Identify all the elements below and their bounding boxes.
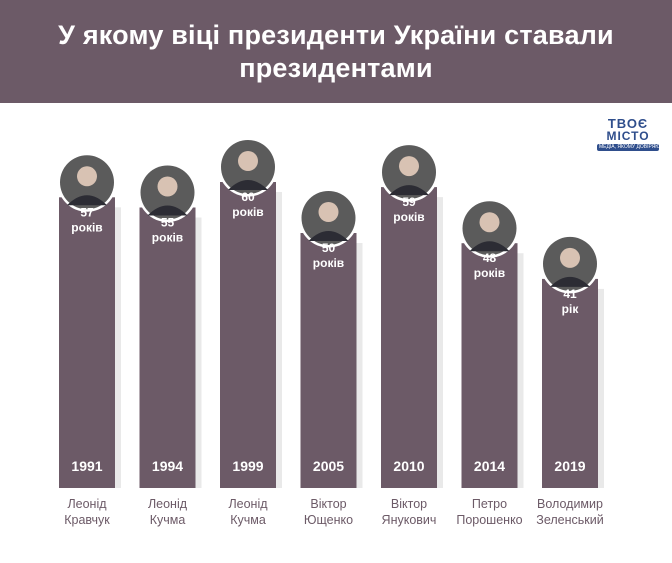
portrait-suit [228, 180, 268, 190]
age-value: 57 [80, 205, 94, 219]
title-line-1: У якому віці президенти України ставали [58, 19, 614, 50]
age-unit: років [313, 256, 344, 270]
age-unit: років [393, 210, 424, 224]
president-name: Ющенко [304, 513, 353, 527]
portrait-suit [147, 205, 188, 216]
portrait-face [77, 166, 97, 187]
year-label: 2014 [474, 458, 505, 474]
portrait-suit [67, 195, 107, 206]
age-value: 48 [483, 251, 497, 265]
bar [139, 207, 196, 488]
portrait-face [238, 151, 258, 171]
year-label: 2005 [313, 458, 344, 474]
president-name: Зеленський [536, 513, 603, 527]
president-name: Кучма [230, 513, 266, 527]
bar [300, 233, 357, 488]
logo-line-2: МІСТО [606, 129, 650, 143]
age-unit: років [71, 220, 102, 234]
title-banner: У якому віці президенти України ставали … [0, 0, 672, 103]
portrait-face [157, 176, 178, 197]
age-unit: рік [562, 302, 580, 316]
president-name: Володимир [537, 497, 603, 511]
portrait-suit [389, 185, 429, 196]
portrait-face [399, 156, 419, 177]
portrait-face [560, 247, 580, 268]
year-label: 2010 [393, 458, 424, 474]
president-name: Петро [472, 497, 507, 511]
president-name: Леонід [67, 497, 107, 511]
age-unit: років [232, 205, 263, 219]
age-value: 41 [563, 287, 577, 301]
age-value: 50 [322, 241, 336, 255]
portrait-face [479, 212, 500, 233]
age-value: 59 [402, 195, 416, 209]
president-name: Віктор [310, 497, 346, 511]
president-name: Леонід [148, 497, 188, 511]
logo-line-1: ТВОЄ [607, 116, 649, 131]
year-label: 1999 [232, 458, 263, 474]
age-unit: років [474, 266, 505, 280]
age-unit: років [152, 231, 183, 245]
president-name: Янукович [382, 513, 437, 527]
logo: ТВОЄ МІСТО МЕДІА, ЯКОМУ ДОВІРЯЮТЬ [597, 116, 667, 156]
president-name: Леонід [228, 497, 268, 511]
bar [220, 182, 276, 488]
bar [461, 243, 518, 488]
president-name: Порошенко [456, 513, 522, 527]
year-label: 2019 [554, 458, 585, 474]
bar [381, 187, 437, 488]
president-name: Кравчук [64, 513, 110, 527]
president-name: Віктор [391, 497, 427, 511]
year-label: 1994 [152, 458, 183, 474]
title-line-2: президентами [239, 52, 433, 83]
portrait-suit [550, 276, 590, 287]
logo-tagline: МЕДІА, ЯКОМУ ДОВІРЯЮТЬ [597, 144, 667, 151]
portrait-suit [469, 241, 510, 252]
bar [542, 278, 598, 488]
age-value: 60 [241, 190, 255, 204]
bar [59, 197, 115, 489]
president-name: Кучма [150, 513, 186, 527]
portrait-suit [308, 231, 349, 241]
year-label: 1991 [71, 458, 102, 474]
age-value: 55 [161, 216, 175, 230]
portrait-face [318, 202, 339, 222]
